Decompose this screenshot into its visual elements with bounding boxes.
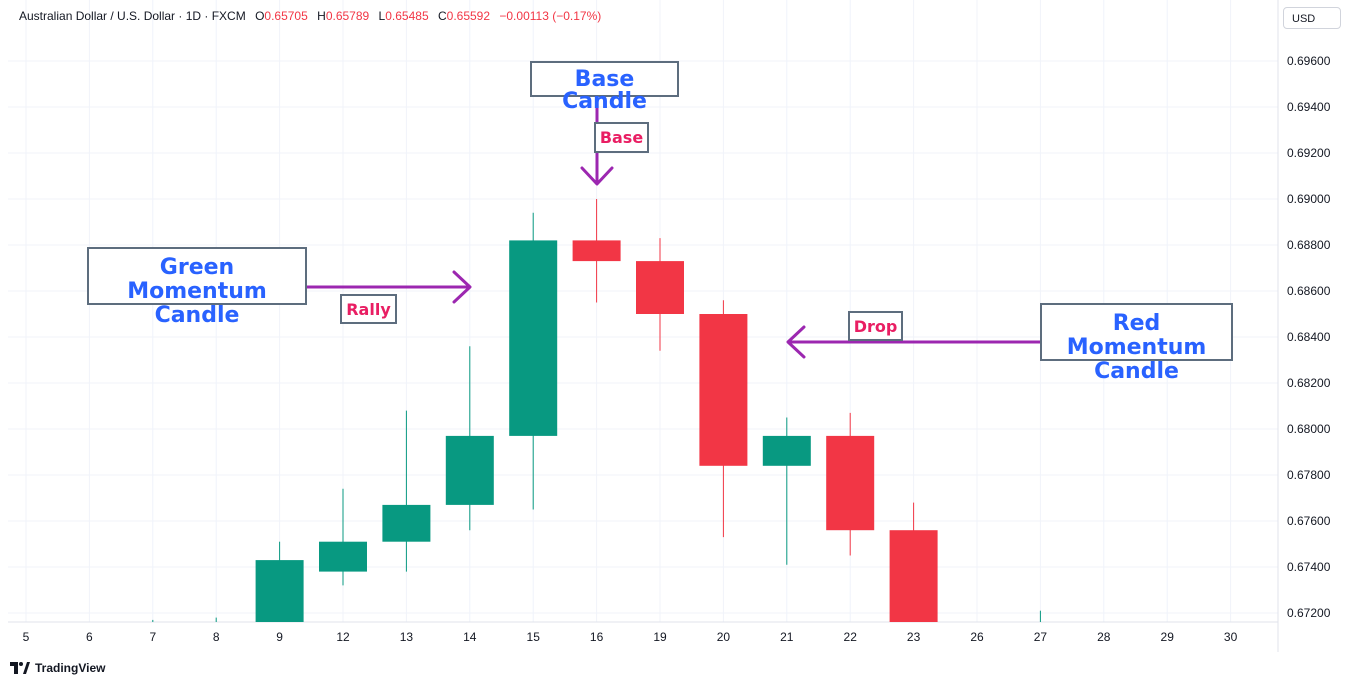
change-value: −0.00113 (−0.17%) — [499, 9, 602, 23]
candle-body — [826, 435, 875, 531]
base-label: Base — [599, 128, 644, 147]
high-value: 0.65789 — [325, 9, 370, 23]
candle-body — [255, 560, 304, 622]
close-label: C — [437, 9, 447, 23]
candle-body — [636, 261, 684, 314]
x-tick-label: 14 — [463, 630, 477, 644]
drop-arrow-head — [786, 325, 806, 359]
candle-body — [889, 530, 938, 622]
y-tick-label: 0.69600 — [1287, 54, 1331, 68]
x-tick-label: 30 — [1224, 630, 1238, 644]
red-momentum-annotation: Red Momentum Candle — [1040, 303, 1233, 384]
green-momentum-line1: Green Momentum — [127, 255, 267, 304]
x-tick-label: 8 — [213, 630, 220, 644]
x-tick-label: 26 — [970, 630, 984, 644]
y-tick-label: 0.68800 — [1287, 238, 1331, 252]
y-tick-label: 0.68000 — [1287, 422, 1331, 436]
currency-button[interactable]: USD — [1283, 7, 1341, 29]
x-tick-label: 15 — [527, 630, 541, 644]
symbol-name: Australian Dollar / U.S. Dollar · 1D · F… — [19, 9, 246, 23]
open-label: O — [255, 9, 265, 23]
high-label: H — [317, 9, 326, 23]
x-tick-label: 28 — [1097, 630, 1111, 644]
x-tick-label: 13 — [400, 630, 414, 644]
x-tick-label: 5 — [23, 630, 30, 644]
y-tick-label: 0.69000 — [1287, 192, 1331, 206]
y-tick-label: 0.68600 — [1287, 284, 1331, 298]
x-tick-label: 23 — [907, 630, 921, 644]
candle-body — [509, 240, 558, 436]
x-tick-label: 9 — [276, 630, 283, 644]
y-tick-label: 0.67200 — [1287, 606, 1331, 620]
close-value: 0.65592 — [446, 9, 491, 23]
open-value: 0.65705 — [264, 9, 308, 23]
candle-body — [572, 240, 621, 262]
x-tick-label: 12 — [336, 630, 350, 644]
y-tick-label: 0.67600 — [1287, 514, 1331, 528]
x-tick-label: 27 — [1034, 630, 1048, 644]
candle-body — [445, 435, 494, 505]
drop-label: Drop — [853, 317, 898, 336]
candles-group — [152, 199, 1041, 622]
x-tick-label: 29 — [1161, 630, 1175, 644]
low-value: 0.65485 — [385, 9, 429, 23]
candle-body — [699, 314, 748, 466]
x-tick-label: 6 — [86, 630, 93, 644]
candle-body — [762, 435, 811, 466]
base-arrow-head — [580, 166, 614, 186]
y-tick-label: 0.68200 — [1287, 376, 1331, 390]
rally-annotation: Rally — [340, 294, 397, 324]
y-tick-label: 0.68400 — [1287, 330, 1331, 344]
green-momentum-annotation: Green Momentum Candle — [87, 247, 307, 328]
candle-body — [319, 541, 367, 572]
x-tick-label: 16 — [590, 630, 604, 644]
green-momentum-line2: Candle — [154, 303, 240, 328]
rally-arrow-head — [452, 270, 472, 304]
tradingview-logo-icon — [10, 662, 30, 674]
base-candle-label: Base Candle — [562, 67, 647, 114]
x-tick-label: 22 — [844, 630, 858, 644]
brand-name: TradingView — [35, 661, 106, 675]
base-annotation: Base — [594, 122, 649, 153]
red-momentum-line2: Candle — [1094, 359, 1179, 384]
symbol-header: Australian Dollar / U.S. Dollar · 1D · F… — [19, 9, 601, 23]
x-tick-label: 19 — [653, 630, 667, 644]
base-candle-annotation: Base Candle — [530, 61, 679, 113]
drop-annotation: Drop — [848, 311, 903, 341]
x-tick-label: 20 — [717, 630, 731, 644]
low-label: L — [378, 9, 386, 23]
red-momentum-line1: Red Momentum — [1066, 311, 1207, 360]
x-tick-label: 7 — [149, 630, 156, 644]
y-tick-label: 0.67400 — [1287, 560, 1331, 574]
x-tick-label: 21 — [780, 630, 794, 644]
y-tick-label: 0.69400 — [1287, 100, 1331, 114]
y-tick-label: 0.67800 — [1287, 468, 1331, 482]
y-tick-label: 0.69200 — [1287, 146, 1331, 160]
candle-body — [382, 504, 431, 542]
rally-label: Rally — [346, 300, 391, 319]
tradingview-logo[interactable]: TradingView — [10, 660, 105, 676]
